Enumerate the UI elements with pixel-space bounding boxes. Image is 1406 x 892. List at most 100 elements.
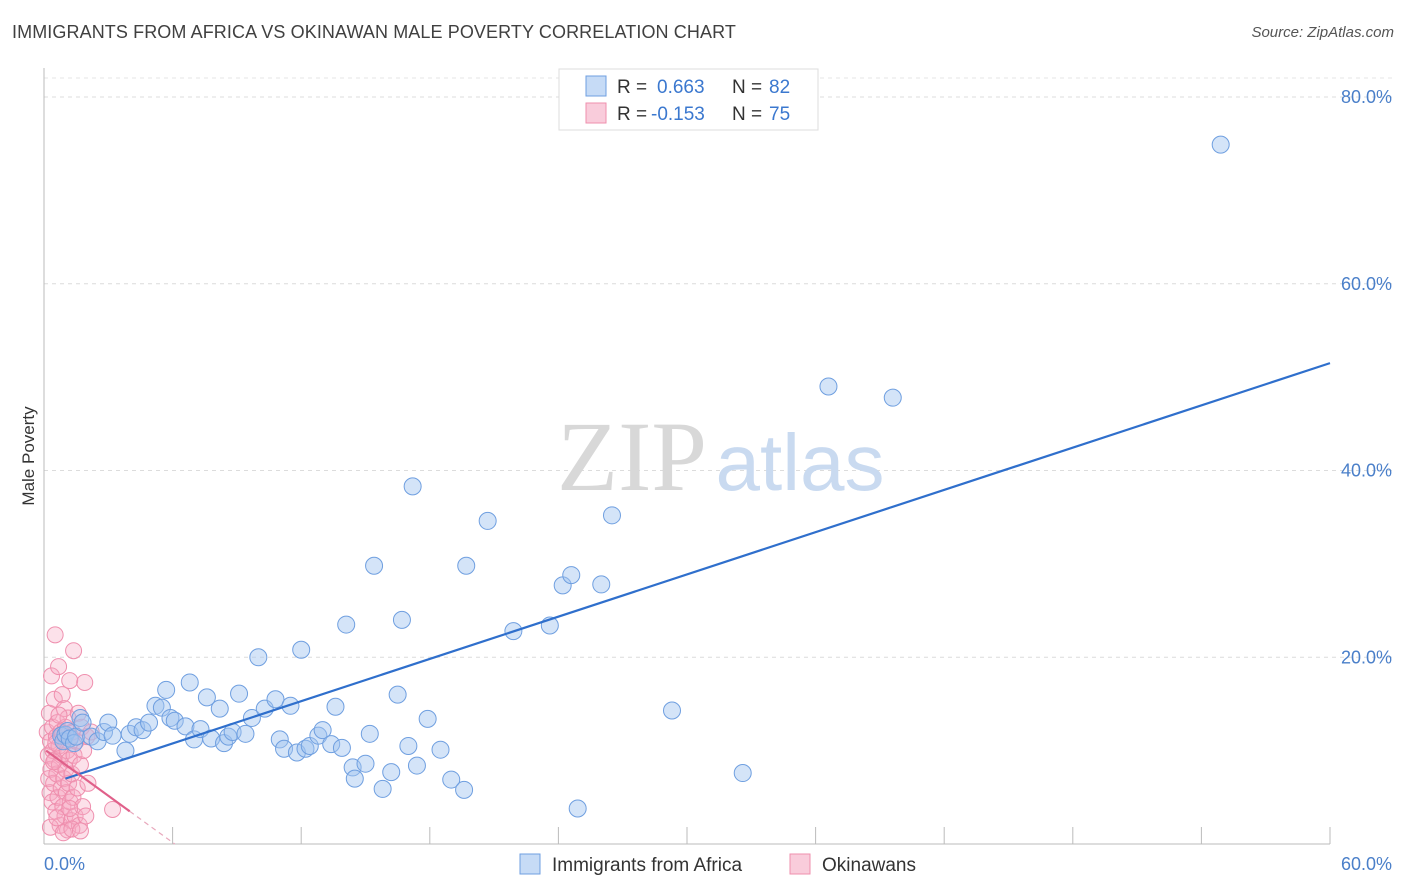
point-africa-77	[602, 506, 621, 525]
point-okinawans-49	[65, 746, 83, 764]
bottom-legend-swatch-africa	[519, 853, 541, 875]
point-africa-11	[95, 722, 114, 741]
x-tick-label-min: 0.0%	[44, 854, 85, 874]
point-okinawans-64	[48, 809, 66, 827]
point-africa-52	[337, 615, 356, 634]
axes	[43, 68, 1331, 845]
point-okinawans-8	[43, 793, 61, 811]
x-tick-label-max: 60.0%	[1341, 854, 1392, 874]
point-africa-23	[165, 711, 184, 730]
trend-lines	[45, 362, 1331, 845]
watermark-zip: ZIP	[557, 401, 707, 512]
point-africa-80	[819, 377, 838, 396]
point-okinawans-57	[74, 798, 92, 816]
point-africa-62	[399, 736, 418, 755]
series-africa-points	[52, 135, 1230, 818]
point-africa-66	[431, 740, 450, 759]
point-africa-75	[568, 799, 587, 818]
legend-n-label-okinawans: N =	[732, 104, 762, 125]
point-africa-54	[345, 769, 364, 788]
point-okinawans-65	[54, 824, 72, 842]
point-africa-21	[157, 680, 176, 699]
point-okinawans-39	[60, 774, 78, 792]
point-africa-58	[373, 779, 392, 798]
point-africa-8	[73, 713, 92, 732]
point-africa-63	[403, 477, 422, 496]
point-okinawans-66	[63, 820, 81, 838]
point-africa-60	[388, 685, 407, 704]
gridlines	[44, 77, 1395, 658]
point-africa-49	[322, 735, 341, 754]
point-okinawans-60	[77, 807, 95, 825]
legend-n-value-okinawans: 75	[769, 104, 790, 125]
point-africa-70	[478, 511, 497, 530]
point-africa-74	[562, 566, 581, 585]
bottom-legend-label-okinawans: Okinawans	[822, 855, 916, 876]
trend-line-okinawans-extension	[129, 810, 176, 845]
chart-title: IMMIGRANTS FROM AFRICA VS OKINAWAN MALE …	[12, 22, 736, 42]
watermark: ZIP atlas	[557, 401, 884, 512]
point-africa-82	[1211, 135, 1230, 154]
point-africa-51	[332, 738, 351, 757]
point-okinawans-7	[43, 667, 61, 685]
point-africa-24	[176, 717, 195, 736]
legend-r-value-africa: 0.663	[657, 77, 705, 98]
point-africa-17	[133, 721, 152, 740]
watermark-atlas: atlas	[716, 418, 885, 507]
point-okinawans-68	[61, 800, 79, 818]
y-axis-title: Male Poverty	[19, 406, 38, 506]
point-okinawans-70	[50, 706, 68, 724]
point-africa-13	[103, 726, 122, 745]
point-africa-5	[65, 734, 84, 753]
point-africa-40	[270, 730, 289, 749]
point-africa-76	[592, 575, 611, 594]
point-okinawans-20	[50, 658, 68, 676]
point-africa-78	[662, 701, 681, 720]
legend-r-label-okinawans: R =	[617, 104, 647, 125]
point-africa-30	[210, 699, 229, 718]
point-africa-35	[236, 724, 255, 743]
point-africa-59	[382, 763, 401, 782]
point-africa-7	[71, 708, 90, 727]
point-africa-61	[392, 610, 411, 629]
point-okinawans-58	[75, 742, 93, 760]
y-tick-label-0: 20.0%	[1341, 647, 1392, 667]
bottom-legend-swatch-okinawans	[789, 853, 811, 875]
point-africa-69	[457, 556, 476, 575]
point-okinawans-14	[46, 626, 64, 644]
point-okinawans-27	[53, 686, 71, 704]
point-africa-68	[455, 780, 474, 799]
point-okinawans-59	[76, 673, 94, 691]
point-africa-39	[266, 690, 285, 709]
legend-swatch-africa	[585, 75, 607, 97]
point-africa-50	[326, 697, 345, 716]
trend-line-okinawans	[45, 749, 131, 813]
trend-line-africa	[65, 362, 1331, 780]
point-africa-34	[230, 684, 249, 703]
point-okinawans-52	[68, 779, 86, 797]
point-okinawans-41	[61, 672, 79, 690]
chart-source: Source: ZipAtlas.com	[1251, 24, 1394, 41]
bottom-legend: Immigrants from Africa Okinawans	[519, 853, 916, 876]
point-okinawans-48	[65, 642, 83, 660]
y-tick-label-1: 40.0%	[1341, 461, 1392, 481]
point-africa-79	[733, 764, 752, 783]
legend: R = 0.663 N = 82 R = -0.153 N = 75	[558, 68, 819, 131]
point-africa-44	[292, 640, 311, 659]
point-africa-28	[197, 688, 216, 707]
y-tick-labels: 20.0% 40.0% 60.0% 80.0%	[1341, 87, 1392, 667]
legend-r-value-okinawans: -0.153	[651, 104, 705, 125]
point-africa-18	[140, 713, 159, 732]
point-africa-25	[180, 673, 199, 692]
point-africa-37	[249, 648, 268, 667]
point-africa-57	[365, 556, 384, 575]
legend-n-label-africa: N =	[732, 77, 762, 98]
point-africa-67	[442, 770, 461, 789]
point-africa-48	[313, 721, 332, 740]
point-africa-19	[146, 696, 165, 715]
y-tick-label-2: 60.0%	[1341, 274, 1392, 294]
point-africa-56	[360, 724, 379, 743]
point-africa-55	[356, 754, 375, 773]
point-okinawans-67	[71, 822, 89, 840]
